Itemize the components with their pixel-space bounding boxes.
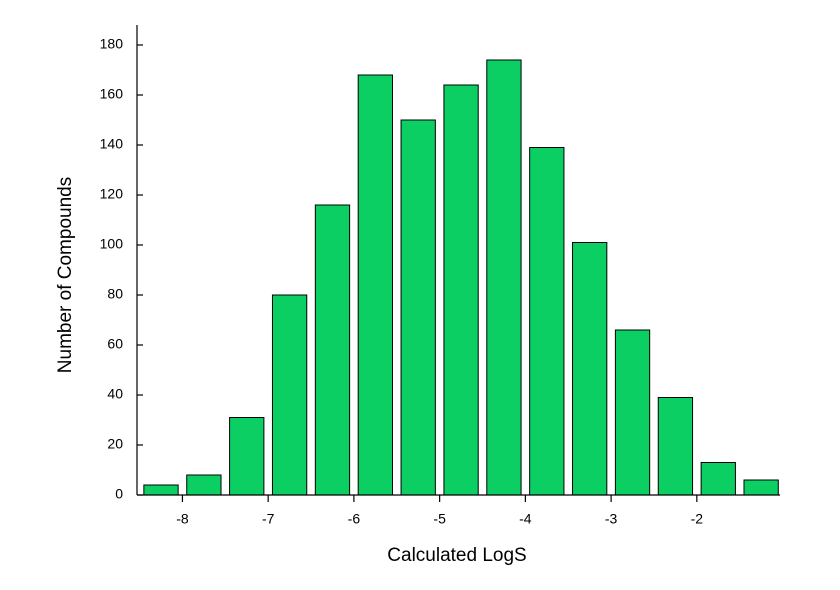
- x-tick-label: -7: [262, 511, 275, 527]
- y-tick-label: 60: [107, 336, 123, 352]
- y-axis-title: Number of Compounds: [55, 177, 76, 373]
- y-tick-label: 100: [100, 236, 124, 252]
- x-axis-title: Calculated LogS: [387, 545, 526, 566]
- bar: [186, 474, 222, 496]
- bar: [314, 204, 351, 496]
- y-tick-label: 140: [100, 136, 124, 152]
- bar: [357, 74, 393, 496]
- bar: [614, 329, 651, 496]
- x-tick-label: -6: [348, 511, 361, 527]
- bar: [229, 417, 265, 496]
- bar: [486, 59, 522, 496]
- bar: [743, 479, 779, 496]
- bar: [271, 294, 308, 496]
- bar: [143, 484, 179, 496]
- x-tick-label: -3: [605, 511, 618, 527]
- y-tick-label: 160: [100, 86, 124, 102]
- y-tick-label: 0: [115, 486, 123, 502]
- x-tick-label: -4: [519, 511, 532, 527]
- y-tick-label: 80: [107, 286, 123, 302]
- bar: [400, 119, 436, 496]
- y-tick-label: 40: [107, 386, 123, 402]
- x-tick-label: -5: [433, 511, 446, 527]
- bar: [700, 462, 736, 496]
- bar: [443, 84, 479, 496]
- bar: [529, 147, 565, 496]
- bar: [657, 397, 694, 496]
- x-tick-label: -8: [176, 511, 189, 527]
- x-tick-label: -2: [691, 511, 704, 527]
- y-tick-label: 180: [100, 36, 124, 52]
- y-tick-label: 20: [107, 436, 123, 452]
- bar: [572, 242, 608, 496]
- y-tick-label: 120: [100, 186, 124, 202]
